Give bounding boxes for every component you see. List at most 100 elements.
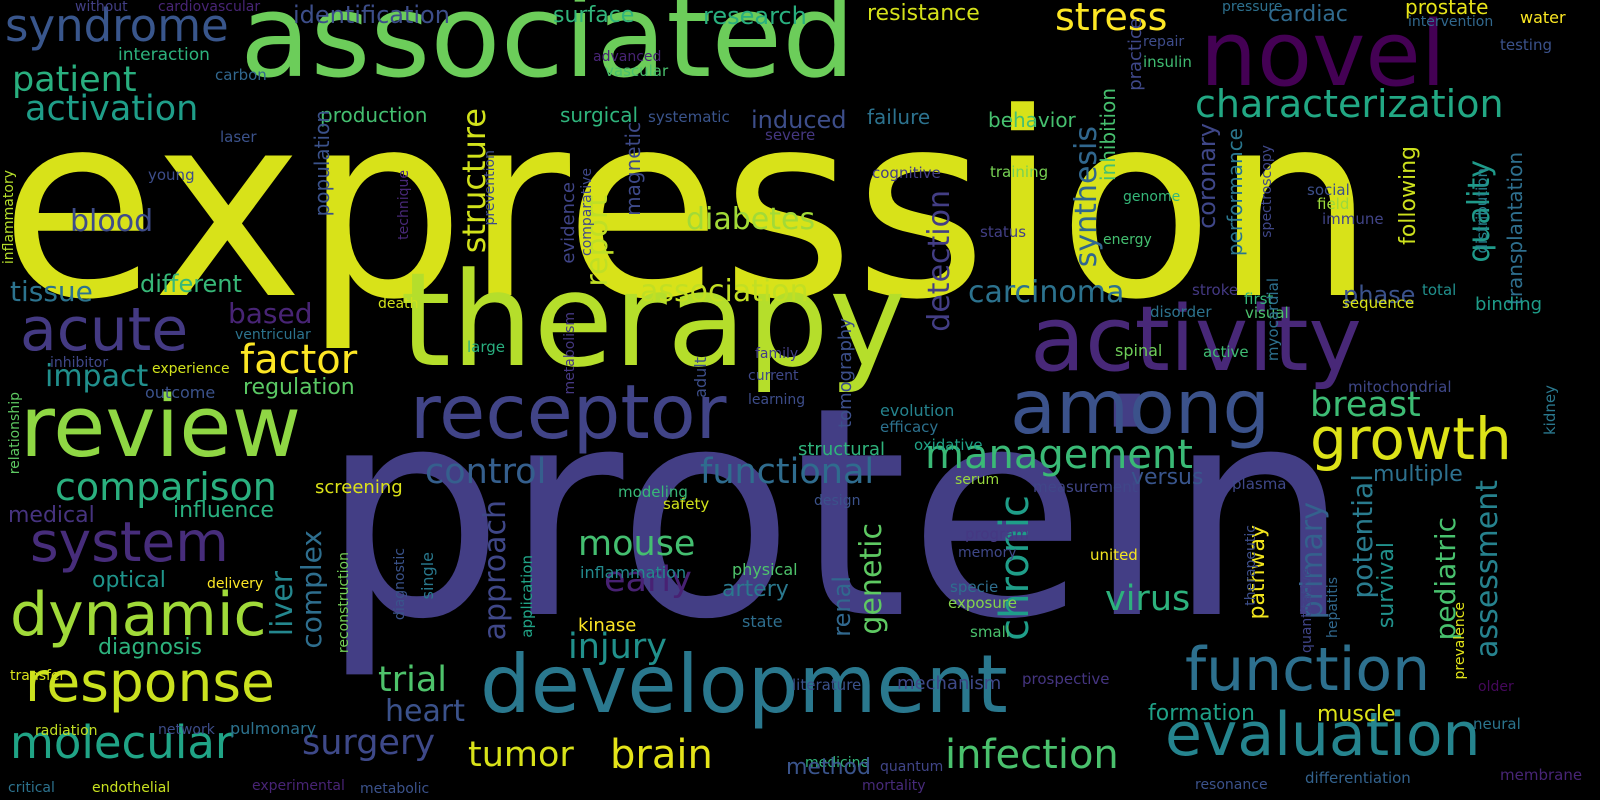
word-technique: technique <box>396 170 412 240</box>
word-exposure: exposure <box>948 594 1017 612</box>
word-chronic: chronic <box>992 495 1038 641</box>
word-structural: structural <box>798 439 886 460</box>
word-experimental: experimental <box>252 778 345 794</box>
word-field: field <box>1317 195 1350 213</box>
word-inflammatory: inflammatory <box>1 170 17 265</box>
word-older: older <box>1478 679 1514 695</box>
word-myocardial: myocardial <box>1264 278 1282 362</box>
word-visual: visual <box>1245 304 1289 322</box>
word-stress: stress <box>1055 0 1168 39</box>
word-therapeutic: therapeutic <box>1243 525 1259 606</box>
word-regulation: regulation <box>243 375 355 400</box>
word-advanced: advanced <box>593 49 662 65</box>
word-mitochondrial: mitochondrial <box>1348 378 1452 396</box>
word-detection: detection <box>922 190 957 332</box>
word-novel: novel <box>1200 2 1446 107</box>
word-complex: complex <box>295 530 328 649</box>
word-kinase: kinase <box>578 615 637 636</box>
word-without: without <box>75 0 128 15</box>
word-potential: potential <box>1346 474 1379 599</box>
word-comparative: comparative <box>579 168 595 256</box>
word-therapy: therapy <box>400 244 906 396</box>
word-transplantation: transplantation <box>1503 152 1527 306</box>
word-based: based <box>228 297 313 330</box>
word-vascular: vascular <box>605 62 669 80</box>
word-program: program <box>965 525 1030 543</box>
word-mouse: mouse <box>578 524 696 564</box>
word-spinal: spinal <box>1115 341 1163 360</box>
word-relationship: relationship <box>7 392 23 475</box>
word-critical: critical <box>8 780 55 796</box>
word-practice: practice <box>1125 18 1146 91</box>
word-medicine: medicine <box>805 755 870 771</box>
word-repair: repair <box>1143 34 1185 50</box>
word-stroke: stroke <box>1192 281 1239 299</box>
word-artery: artery <box>722 577 789 602</box>
word-resistance: resistance <box>867 1 980 26</box>
word-mechanism: mechanism <box>897 673 1002 694</box>
word-physical: physical <box>732 560 798 579</box>
word-outcome: outcome <box>145 383 216 402</box>
word-heart: heart <box>385 694 465 729</box>
word-medical: medical <box>8 503 95 528</box>
word-design: design <box>814 493 861 509</box>
word-social: social <box>1307 181 1350 199</box>
word-association: association <box>640 274 809 309</box>
word-early: early <box>604 560 692 600</box>
word-literature: literature <box>792 676 862 694</box>
word-interaction: interaction <box>118 45 210 65</box>
word-tumor: tumor <box>468 735 574 775</box>
word-pulmonary: pulmonary <box>230 719 317 738</box>
word-status: status <box>980 223 1027 241</box>
word-renal: renal <box>828 576 856 637</box>
word-patient: patient <box>12 60 137 100</box>
word-insulin: insulin <box>1143 53 1192 71</box>
word-performance: performance <box>1223 128 1247 257</box>
word-muscle: muscle <box>1317 702 1396 727</box>
word-failure: failure <box>867 105 931 129</box>
word-protein: protein <box>320 346 1351 683</box>
word-large: large <box>467 338 506 356</box>
word-sequence: sequence <box>1342 294 1415 312</box>
word-formation: formation <box>1148 701 1255 726</box>
word-behavior: behavior <box>988 108 1076 132</box>
word-review: review <box>20 378 302 477</box>
word-tomography: tomography <box>835 318 856 428</box>
word-growth: growth <box>1310 405 1512 473</box>
word-activation: activation <box>25 89 199 129</box>
word-small: small <box>970 623 1010 641</box>
word-immune: immune <box>1322 210 1384 228</box>
word-disorder: disorder <box>1150 303 1212 321</box>
word-surgical: surgical <box>560 103 639 127</box>
word-measurement: measurement <box>1033 478 1138 496</box>
word-pressure: pressure <box>1222 0 1283 15</box>
word-quantum: quantum <box>880 759 944 775</box>
word-delivery: delivery <box>207 576 264 592</box>
word-hepatitis: hepatitis <box>1325 577 1341 639</box>
word-assessment: assessment <box>1470 480 1505 658</box>
word-cardiovascular: cardiovascular <box>158 0 261 15</box>
word-testing: testing <box>1500 36 1553 54</box>
word-prevention: prevention <box>482 150 498 226</box>
word-identification: identification <box>293 1 450 29</box>
word-comparison: comparison <box>55 465 277 509</box>
word-endothelial: endothelial <box>92 780 171 796</box>
word-water: water <box>1520 8 1566 27</box>
word-application: application <box>518 555 536 638</box>
word-inflammation: inflammation <box>580 563 687 582</box>
word-carbon: carbon <box>215 66 267 84</box>
word-intervention: intervention <box>1408 14 1494 30</box>
word-infection: infection <box>945 732 1119 778</box>
word-genome: genome <box>1123 189 1181 205</box>
word-differentiation: differentiation <box>1305 769 1411 787</box>
word-molecular: molecular <box>10 716 234 769</box>
word-adult: adult <box>691 357 710 398</box>
word-activity: activity <box>1030 287 1362 392</box>
word-survival: survival <box>1374 542 1399 629</box>
word-prospective: prospective <box>1022 670 1110 688</box>
word-state: state <box>742 612 783 631</box>
word-membrane: membrane <box>1500 766 1583 784</box>
word-associated: associated <box>240 0 856 104</box>
word-death: death <box>378 296 419 312</box>
word-brain: brain <box>610 732 713 778</box>
